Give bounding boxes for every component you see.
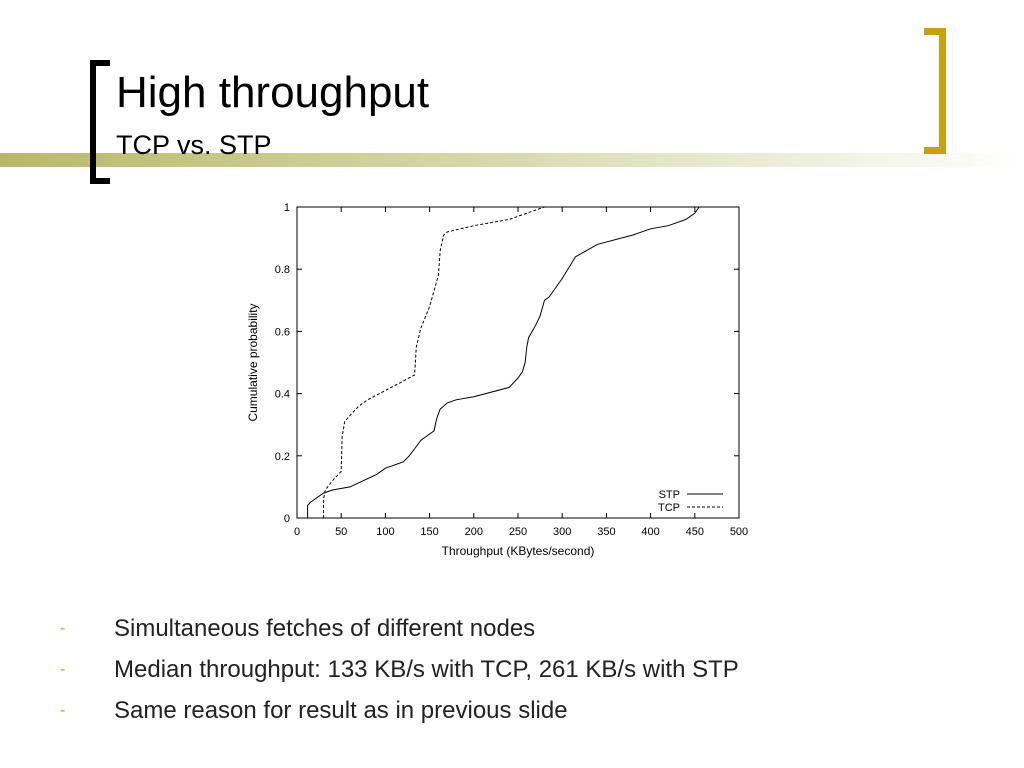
title-underline-bar bbox=[0, 153, 1024, 167]
y-tick-label: 0.6 bbox=[275, 326, 290, 338]
bullet-text: Same reason for result as in previous sl… bbox=[114, 697, 568, 724]
bullet-marker: - bbox=[60, 661, 66, 678]
y-tick-label: 0.2 bbox=[275, 451, 290, 463]
plot-frame bbox=[296, 206, 740, 519]
legend-label-stp: STP bbox=[659, 489, 680, 501]
slide-title: High throughput bbox=[116, 68, 430, 117]
x-axis-label: Throughput (KBytes/second) bbox=[442, 544, 595, 558]
x-tick-label: 500 bbox=[730, 526, 748, 538]
x-tick-label: 300 bbox=[553, 526, 571, 538]
y-tick-label: 1 bbox=[284, 202, 290, 214]
series-line-stp bbox=[307, 206, 700, 518]
x-tick-label: 450 bbox=[686, 526, 704, 538]
slide-subtitle: TCP vs. STP bbox=[116, 130, 272, 160]
bullet-text: Median throughput: 133 KB/s with TCP, 26… bbox=[114, 656, 739, 683]
left-bracket-decoration bbox=[90, 60, 110, 184]
y-axis-label: Cumulative probability bbox=[246, 303, 260, 421]
y-tick-label: 0 bbox=[284, 513, 290, 525]
x-tick-label: 100 bbox=[376, 526, 394, 538]
x-tick-label: 250 bbox=[509, 526, 527, 538]
right-bracket-decoration bbox=[924, 28, 946, 154]
y-tick-label: 0.8 bbox=[275, 264, 290, 276]
x-tick-label: 0 bbox=[294, 526, 300, 538]
x-tick-label: 150 bbox=[420, 526, 438, 538]
bullet-marker: - bbox=[60, 702, 66, 719]
legend-label-tcp: TCP bbox=[658, 502, 680, 514]
cdf-chart: 0 50 100 150 200 250 300 350 400 450 500 0 0.2 0.4 0.6… bbox=[246, 202, 748, 558]
series-line-tcp bbox=[323, 206, 545, 518]
x-tick-label: 50 bbox=[335, 526, 347, 538]
x-tick-label: 400 bbox=[641, 526, 659, 538]
cdf-chart-svg: 0 50 100 150 200 250 300 350 400 450 500 0 0.2 0.4 0.6… bbox=[246, 202, 748, 558]
y-tick-label: 0.4 bbox=[275, 389, 290, 401]
bullet-text: Simultaneous fetches of different nodes bbox=[114, 615, 536, 642]
bullet-marker: - bbox=[60, 620, 66, 637]
x-tick-label: 350 bbox=[597, 526, 615, 538]
x-tick-label: 200 bbox=[465, 526, 483, 538]
